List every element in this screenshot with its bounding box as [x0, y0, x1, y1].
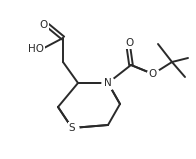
Text: O: O — [126, 38, 134, 48]
Text: S: S — [69, 123, 75, 133]
Text: O: O — [149, 69, 157, 79]
Text: HO: HO — [28, 44, 44, 54]
Text: N: N — [104, 78, 112, 88]
Text: S: S — [69, 123, 75, 133]
Text: O: O — [40, 20, 48, 30]
Text: O: O — [149, 69, 157, 79]
Text: N: N — [104, 78, 112, 88]
